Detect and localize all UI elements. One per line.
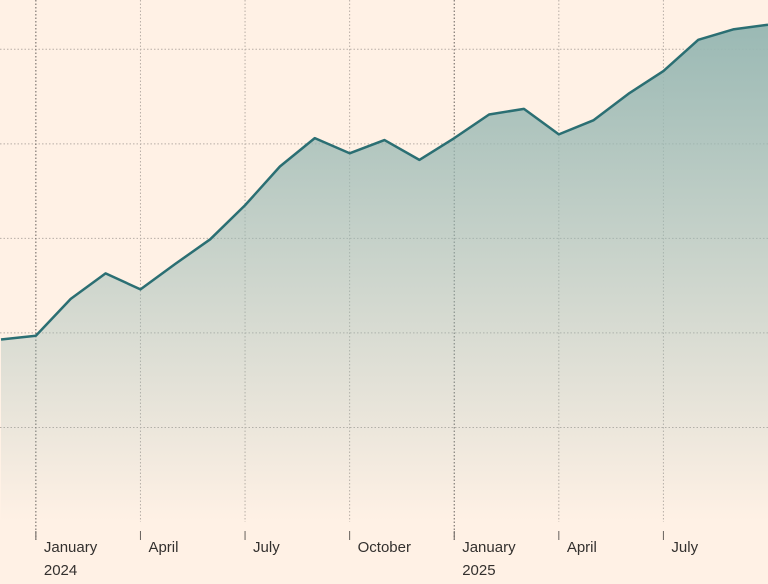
line bbox=[0, 23, 768, 341]
x-tick-label: 2025 bbox=[462, 562, 495, 579]
x-tick-label: April bbox=[567, 539, 597, 556]
x-tick-label: July bbox=[253, 539, 280, 556]
x-tick-label: January bbox=[462, 539, 516, 556]
x-tick-label: January bbox=[44, 539, 98, 556]
x-tick-label: July bbox=[671, 539, 698, 556]
x-tick-label: 2024 bbox=[44, 562, 77, 579]
area bbox=[1, 24, 768, 522]
x-tick-label: April bbox=[148, 539, 178, 556]
x-tick-label: October bbox=[358, 539, 411, 556]
